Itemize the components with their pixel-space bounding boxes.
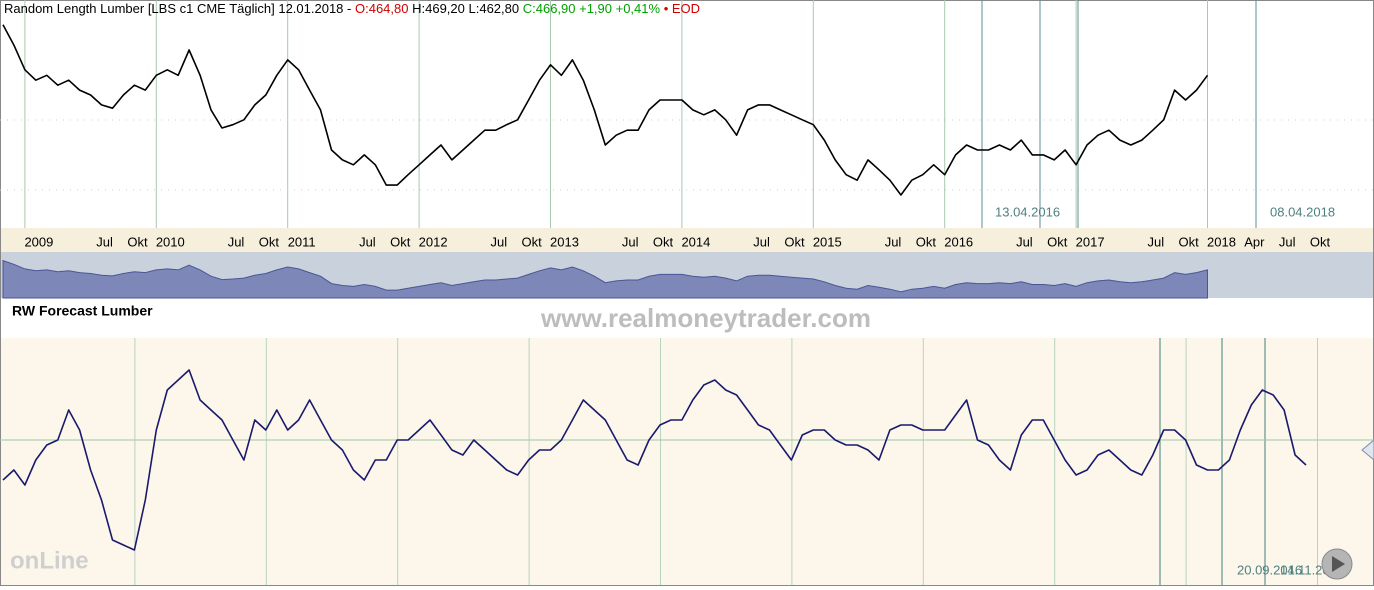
close: C:466,90 +1,90 +0,41% [523, 1, 661, 16]
feed: • EOD [664, 1, 700, 16]
open: O:464,80 [355, 1, 409, 16]
x-tick-label: Jul [1279, 234, 1296, 249]
x-tick-label: Jul [1147, 234, 1164, 249]
high: H:469,20 [412, 1, 465, 16]
x-tick-label: 2010 [156, 234, 185, 249]
x-tick-label: Jul [1016, 234, 1033, 249]
x-tick-label: 2016 [944, 234, 973, 249]
play-icon [1332, 556, 1345, 572]
scale-handle[interactable] [1361, 439, 1374, 461]
x-tick-label: Okt [784, 234, 805, 249]
forecast-panel [0, 338, 1374, 585]
price-panel [0, 0, 1374, 228]
x-tick-label: Okt [1310, 234, 1331, 249]
x-tick-label: Okt [1179, 234, 1200, 249]
x-tick-label: 2014 [681, 234, 710, 249]
x-tick-label: Okt [259, 234, 280, 249]
marker-label: 13.04.2016 [995, 204, 1060, 219]
low: L:462,80 [469, 1, 520, 16]
logo: onLine [10, 547, 89, 574]
x-tick-label: Okt [127, 234, 148, 249]
time-axis [0, 228, 1374, 252]
x-tick-label: 2011 [288, 234, 316, 249]
x-tick-label: Okt [653, 234, 674, 249]
marker-label: 20.09.2016 [1237, 562, 1302, 577]
x-tick-label: Jul [490, 234, 507, 249]
x-tick-label: Apr [1244, 234, 1265, 249]
x-tick-label: Jul [96, 234, 113, 249]
x-tick-label: 2009 [24, 234, 53, 249]
forecast-title: RW Forecast Lumber [12, 303, 153, 319]
x-tick-label: Okt [390, 234, 411, 249]
x-tick-label: 2012 [419, 234, 448, 249]
x-tick-label: 2015 [813, 234, 842, 249]
x-tick-label: 2018 [1207, 234, 1236, 249]
price-line [2, 24, 1209, 196]
watermark: www.realmoneytrader.com [540, 303, 871, 333]
x-tick-label: 2017 [1076, 234, 1105, 249]
navigator-area [2, 259, 1208, 299]
price-line [2, 369, 1307, 551]
chart-header: Random Length Lumber [LBS c1 CME Täglich… [4, 1, 700, 16]
x-tick-label: Okt [1047, 234, 1068, 249]
x-tick-label: 2013 [550, 234, 579, 249]
x-tick-label: Jul [885, 234, 902, 249]
x-tick-label: Okt [916, 234, 937, 249]
x-tick-label: Jul [753, 234, 770, 249]
instrument-title: Random Length Lumber [LBS c1 CME Täglich… [4, 1, 351, 16]
forecast-header [0, 298, 1374, 338]
marker-label: 08.04.2018 [1270, 204, 1335, 219]
x-tick-label: Jul [359, 234, 376, 249]
x-tick-label: Jul [622, 234, 639, 249]
x-tick-label: Okt [522, 234, 543, 249]
x-tick-label: Jul [228, 234, 245, 249]
